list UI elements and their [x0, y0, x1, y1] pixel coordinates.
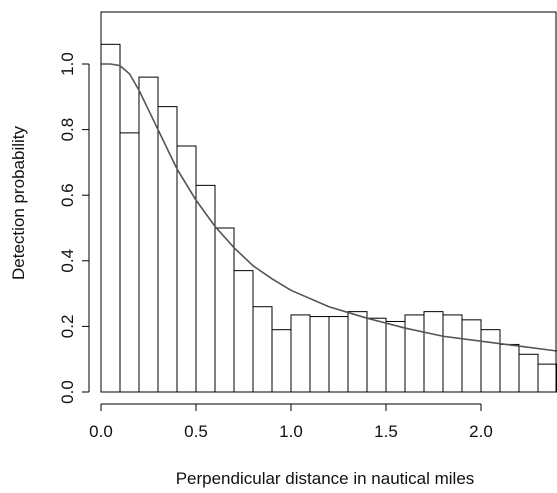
y-tick-label: 0.2	[58, 315, 77, 339]
histogram-bar-5	[195, 184, 216, 393]
histogram-bar-18	[442, 314, 463, 393]
fitted-detection-curve	[101, 63, 557, 352]
plot-frame	[100, 11, 557, 393]
histogram-bar-17	[423, 311, 444, 393]
x-tick-label: 1.0	[279, 422, 303, 441]
x-tick-label: 0.0	[89, 422, 113, 441]
y-tick-label: 0.0	[58, 380, 77, 404]
histogram-bar-12	[328, 316, 349, 393]
histogram-bar-11	[309, 316, 330, 393]
histogram-bar-22	[518, 353, 539, 393]
x-tick-label: 2.0	[469, 422, 493, 441]
x-tick-label: 1.5	[374, 422, 398, 441]
histogram-bar-0	[100, 43, 121, 393]
histogram-bar-9	[271, 329, 292, 393]
x-tick-label: 0.5	[184, 422, 208, 441]
y-axis-title: Detection probability	[9, 125, 28, 280]
histogram-bar-8	[252, 306, 273, 393]
histogram-bar-20	[480, 329, 501, 393]
histogram-bar-10	[290, 314, 311, 393]
y-tick-label: 0.4	[58, 249, 77, 273]
histogram-bar-7	[233, 270, 254, 393]
y-axis: 0.0 0.2 0.4 0.6 0.8 1.0	[58, 52, 90, 404]
histogram-bar-4	[176, 145, 197, 393]
bars-layer	[100, 43, 557, 393]
histogram-bar-6	[214, 227, 235, 393]
x-axis: 0.0 0.5 1.0 1.5 2.0	[89, 403, 493, 441]
x-axis-title: Perpendicular distance in nautical miles	[176, 469, 475, 488]
y-tick-label: 0.8	[58, 118, 77, 142]
y-tick-label: 0.6	[58, 183, 77, 207]
histogram-bar-16	[404, 314, 425, 393]
histogram-bar-13	[347, 311, 368, 393]
histogram-bar-1	[119, 132, 140, 393]
histogram-bar-14	[366, 317, 387, 393]
histogram-bar-15	[385, 320, 406, 393]
y-tick-label: 1.0	[58, 52, 77, 76]
histogram-bar-23	[537, 363, 557, 393]
histogram-bar-19	[461, 319, 482, 393]
histogram-bar-21	[499, 343, 520, 393]
